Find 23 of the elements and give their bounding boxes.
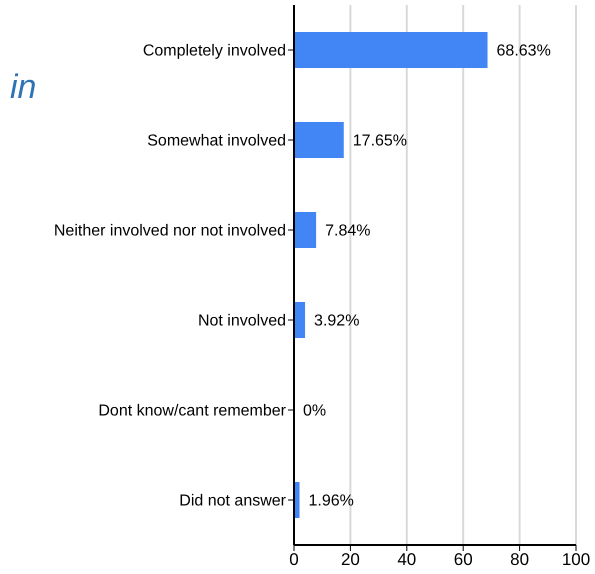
y-tick-label: Completely involved bbox=[142, 42, 286, 60]
data-label: 17.65% bbox=[352, 132, 408, 150]
data-label: 7.84% bbox=[325, 222, 370, 240]
data-label: 3.92% bbox=[314, 312, 360, 330]
y-tick-label: Somewhat involved bbox=[147, 132, 286, 150]
data-label: 0% bbox=[303, 402, 326, 420]
data-label: 68.63% bbox=[496, 42, 551, 60]
bar bbox=[294, 212, 316, 248]
y-tick-label: Did not answer bbox=[179, 492, 287, 510]
x-tick-label: 0 bbox=[289, 550, 299, 570]
x-tick-label: 20 bbox=[340, 550, 360, 570]
x-tick-label: 80 bbox=[510, 550, 530, 570]
text: in bbox=[10, 68, 36, 107]
bar bbox=[294, 32, 488, 68]
x-tick-label: 40 bbox=[397, 550, 416, 570]
bar bbox=[294, 122, 344, 158]
x-tick-label: 60 bbox=[454, 550, 473, 570]
y-tick-label: Dont know/cant remember bbox=[98, 402, 287, 420]
y-tick-label: Neither involved nor not involved bbox=[54, 222, 286, 240]
data-label: 1.96% bbox=[308, 492, 354, 510]
y-tick-label: Not involved bbox=[198, 312, 286, 330]
x-tick-label: 100 bbox=[562, 550, 590, 570]
bar bbox=[294, 302, 306, 338]
